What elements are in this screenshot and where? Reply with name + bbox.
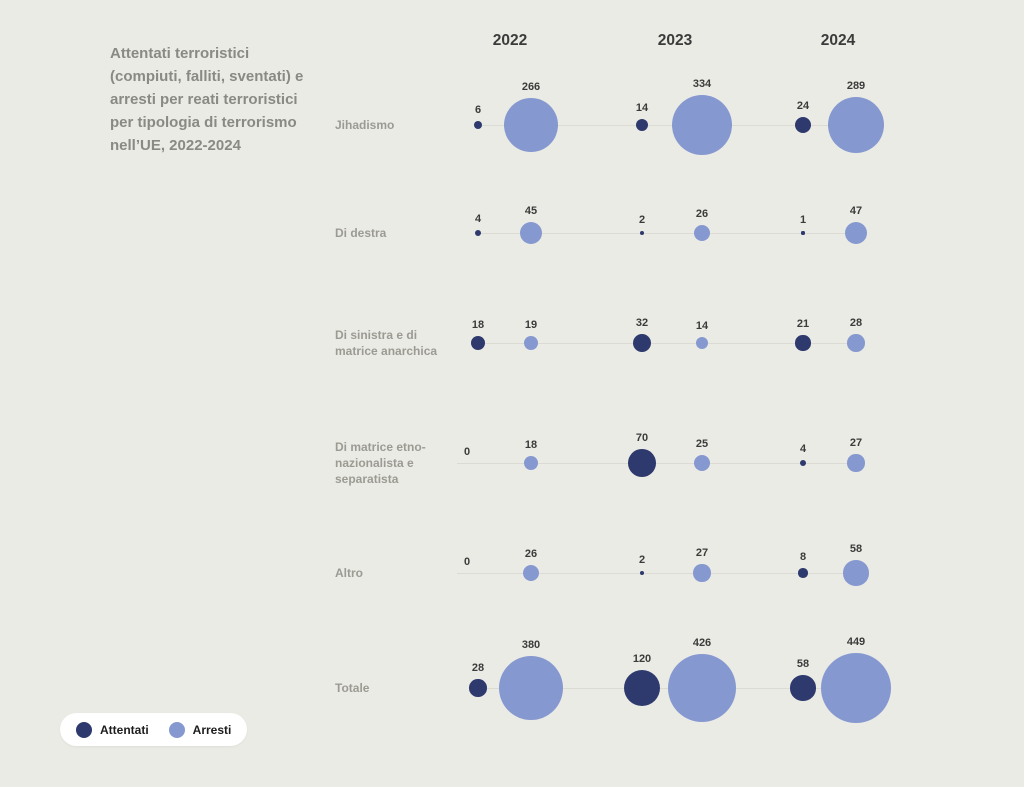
value-label-arresti: 334	[692, 77, 712, 90]
value-label-attentati: 6	[474, 103, 482, 116]
value-label-arresti: 426	[692, 636, 712, 649]
row-connector-line	[478, 125, 856, 126]
row-connector-line	[478, 343, 856, 344]
bubble-attentati	[801, 231, 805, 235]
row-connector-line	[457, 573, 856, 574]
value-label-arresti: 58	[849, 543, 863, 556]
value-label-arresti: 27	[849, 437, 863, 450]
bubble-arresti	[695, 336, 709, 350]
bubble-arresti	[523, 455, 539, 471]
bubble-arresti	[847, 334, 865, 352]
value-label-arresti: 19	[524, 318, 538, 331]
bubble-arresti	[827, 96, 885, 154]
legend: Attentati Arresti	[60, 713, 248, 746]
row-connector-line	[478, 688, 856, 689]
value-label-attentati: 2	[638, 553, 646, 566]
value-label-arresti: 266	[521, 80, 541, 93]
bubble-attentati	[632, 333, 652, 353]
category-label: Totale	[335, 681, 370, 695]
bubble-arresti	[498, 655, 564, 721]
bubble-arresti	[843, 560, 869, 586]
bubble-arresti	[693, 454, 711, 472]
bubble-attentati	[474, 229, 482, 237]
value-label-arresti: 25	[695, 437, 709, 450]
bubble-arresti	[671, 94, 733, 156]
bubble-attentati	[798, 568, 808, 578]
bubble-attentati	[799, 459, 807, 467]
value-label-attentati: 1	[799, 214, 807, 227]
bubble-attentati	[639, 230, 645, 236]
value-label-arresti: 26	[524, 547, 538, 560]
value-label-attentati: 8	[799, 551, 807, 564]
bubble-arresti	[693, 224, 711, 242]
value-label-attentati: 18	[471, 318, 485, 331]
value-label-attentati: 2	[638, 213, 646, 226]
bubble-attentati	[794, 116, 812, 134]
category-label: Di destra	[335, 226, 387, 240]
value-label-attentati: 0	[463, 556, 471, 568]
value-label-attentati: 4	[799, 442, 807, 455]
value-label-attentati: 24	[796, 99, 810, 112]
value-label-arresti: 47	[849, 204, 863, 217]
bubble-arresti	[523, 335, 539, 351]
bubble-attentati	[470, 335, 486, 351]
value-label-attentati: 32	[635, 316, 649, 329]
bubble-attentati	[469, 679, 487, 697]
bubble-arresti	[693, 564, 711, 582]
bubble-attentati	[628, 449, 656, 477]
value-label-attentati: 70	[635, 432, 649, 445]
bubble-arresti	[519, 221, 543, 245]
row-connector-line	[457, 463, 856, 464]
value-label-arresti: 28	[849, 317, 863, 330]
value-label-attentati: 120	[632, 652, 652, 665]
bubble-arresti	[522, 564, 540, 582]
value-label-arresti: 27	[695, 547, 709, 560]
value-label-arresti: 14	[695, 319, 709, 332]
value-label-attentati: 0	[463, 446, 471, 458]
category-label: Altro	[335, 566, 363, 580]
bubble-arresti	[667, 653, 737, 723]
bubble-attentati	[635, 118, 649, 132]
value-label-arresti: 380	[521, 638, 541, 651]
bubble-attentati	[795, 335, 811, 351]
value-label-arresti: 449	[846, 635, 866, 648]
category-label: Di sinistra e di matrice anarchica	[335, 328, 438, 358]
bubble-attentati	[639, 570, 645, 576]
value-label-arresti: 45	[524, 204, 538, 217]
value-label-arresti: 26	[695, 207, 709, 220]
value-label-arresti: 18	[524, 438, 538, 451]
year-header-2022: 2022	[492, 32, 528, 49]
row-connector-line	[478, 233, 856, 234]
bubble-attentati	[790, 675, 816, 701]
year-header-2023: 2023	[657, 32, 693, 49]
year-header-2024: 2024	[820, 32, 856, 49]
value-label-arresti: 289	[846, 79, 866, 92]
bubble-arresti	[847, 454, 865, 472]
legend-label-arresti: Arresti	[192, 722, 232, 737]
bubble-arresti	[844, 221, 868, 245]
bubble-attentati	[473, 120, 483, 130]
legend-label-attentati: Attentati	[100, 722, 149, 737]
legend-swatch-attentati-icon	[76, 721, 92, 738]
legend-swatch-arresti-icon	[168, 721, 185, 738]
value-label-attentati: 4	[474, 212, 482, 225]
value-label-attentati: 21	[796, 318, 810, 331]
bubble-arresti	[503, 97, 559, 153]
category-label: Jihadismo	[335, 118, 395, 132]
legend-item-attentati[interactable]: Attentati	[76, 721, 149, 738]
category-label: Di matrice etno-nazionalista e separatis…	[335, 440, 426, 486]
value-label-attentati: 28	[471, 662, 485, 675]
legend-item-arresti[interactable]: Arresti	[168, 721, 232, 738]
value-label-attentati: 58	[796, 658, 810, 671]
chart-title: Attentati terroristici (compiuti, fallit…	[110, 45, 304, 154]
bubble-arresti	[820, 652, 892, 724]
bubble-attentati	[623, 669, 661, 707]
value-label-attentati: 14	[635, 101, 649, 114]
